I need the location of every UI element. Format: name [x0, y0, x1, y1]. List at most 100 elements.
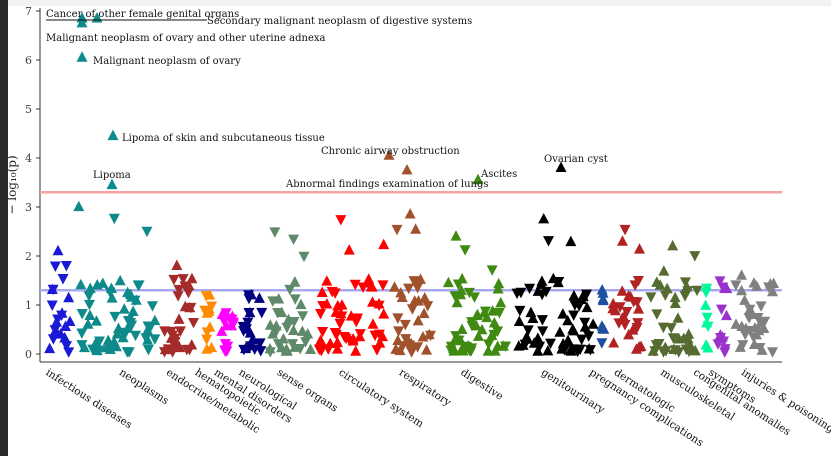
data-point: [243, 293, 255, 305]
data-point: [481, 311, 493, 323]
data-point: [631, 297, 643, 308]
data-point: [371, 345, 383, 356]
data-point: [288, 234, 300, 246]
data-point: [554, 326, 566, 337]
data-point: [330, 306, 342, 317]
data-point: [133, 280, 145, 291]
data-point: [459, 245, 471, 256]
data-point: [130, 330, 142, 342]
data-point: [573, 301, 585, 312]
data-point: [543, 236, 555, 247]
data-point: [55, 328, 67, 339]
data-point: [331, 336, 343, 348]
data-point: [442, 276, 454, 288]
data-point: [721, 309, 733, 321]
data-point: [295, 298, 307, 310]
data-point: [289, 294, 301, 305]
data-point: [659, 290, 671, 301]
data-point: [336, 299, 348, 310]
y-tick-label: 5: [25, 103, 32, 116]
data-point: [121, 347, 133, 358]
data-point: [269, 227, 281, 238]
data-point: [470, 319, 482, 331]
data-point: [567, 323, 579, 334]
data-point: [700, 299, 712, 310]
data-point: [383, 149, 395, 160]
data-point: [171, 259, 183, 270]
data-point: [629, 280, 641, 291]
data-point: [366, 281, 378, 292]
data-point: [296, 325, 308, 336]
data-point: [522, 325, 534, 336]
data-point: [244, 306, 256, 318]
data-point: [621, 306, 633, 318]
data-point: [284, 284, 296, 296]
data-point: [667, 333, 679, 344]
data-point: [672, 312, 684, 323]
point-annotation: Cancer of other female genital organs: [46, 9, 239, 20]
data-point: [406, 347, 418, 358]
data-point: [471, 308, 483, 320]
data-point: [596, 338, 608, 349]
data-point: [377, 330, 389, 342]
data-point: [532, 332, 544, 343]
data-point: [565, 235, 577, 247]
data-point: [701, 316, 713, 328]
data-point: [298, 251, 310, 263]
data-point: [220, 308, 232, 319]
data-point: [172, 291, 184, 302]
data-point: [272, 307, 284, 319]
data-point: [219, 346, 231, 357]
data-point: [463, 287, 475, 299]
data-point: [702, 342, 714, 353]
data-point: [568, 310, 580, 321]
data-point: [106, 292, 118, 303]
data-point: [540, 286, 552, 298]
data-point: [465, 346, 477, 357]
data-point: [657, 322, 669, 334]
point-annotation: Malignant neoplasm of ovary: [93, 56, 241, 67]
data-point: [46, 283, 58, 295]
data-point: [76, 309, 88, 320]
data-point: [354, 329, 366, 340]
data-point: [669, 291, 681, 303]
data-point: [401, 163, 413, 175]
data-point: [756, 344, 768, 355]
data-point: [255, 346, 267, 357]
data-point: [324, 337, 336, 349]
data-point: [199, 305, 211, 317]
data-point: [73, 200, 85, 212]
data-point: [216, 325, 228, 336]
data-point: [747, 308, 759, 319]
y-tick-label: 2: [25, 250, 32, 263]
y-tick-label: 4: [25, 152, 32, 165]
data-point: [366, 296, 378, 307]
data-point: [201, 334, 213, 346]
data-point: [93, 336, 105, 347]
data-point: [340, 333, 352, 345]
data-point: [331, 343, 343, 354]
y-tick-label: 3: [25, 201, 32, 214]
data-point: [109, 311, 121, 323]
data-point: [177, 274, 189, 285]
data-point: [391, 224, 403, 236]
data-point: [515, 287, 527, 299]
data-point: [408, 276, 420, 287]
data-point: [334, 318, 346, 330]
data-point: [390, 343, 402, 354]
data-point: [78, 341, 90, 353]
data-point: [404, 208, 416, 219]
data-point: [456, 272, 468, 284]
data-point: [499, 341, 511, 353]
data-point: [273, 293, 285, 304]
data-point: [616, 235, 628, 246]
data-point: [583, 331, 595, 342]
data-point: [378, 238, 390, 250]
data-point: [487, 305, 499, 316]
data-point: [536, 315, 548, 326]
data-point: [619, 320, 631, 331]
y-tick-label: 6: [25, 54, 32, 67]
data-point: [373, 300, 385, 312]
data-point: [607, 302, 619, 314]
